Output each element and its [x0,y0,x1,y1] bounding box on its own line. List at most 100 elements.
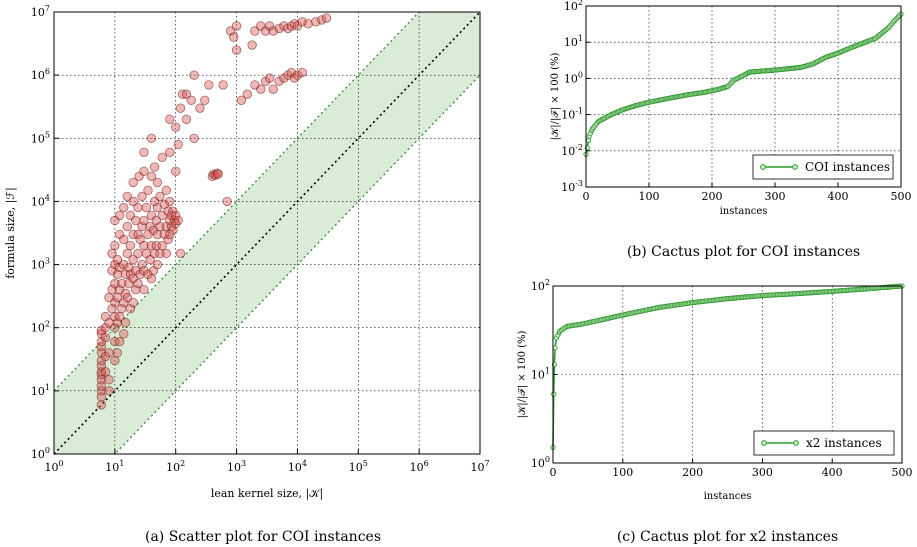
x-tick-label: 103 [227,459,246,474]
scatter-point [274,76,284,86]
scatter-point [134,171,144,182]
scatter-point [292,70,303,80]
scatter-point [231,45,242,55]
x-tick-label: 102 [166,459,185,474]
coi-legend-marker [760,164,766,170]
scatter-point [195,103,205,113]
x-tick-label: 105 [349,459,368,474]
scatter-point [96,386,107,396]
scatter-point [316,15,327,25]
scatter-point [104,386,114,396]
coi-y-tick-label: 100 [564,70,583,85]
coi-y-tick-label: 102 [564,0,583,13]
x-tick-label: 106 [410,459,429,474]
x2-x-tick-label: 100 [612,466,633,479]
scatter-point [124,262,134,273]
scatter-point [256,84,266,94]
scatter-point [181,89,192,99]
x-tick-label: 101 [105,459,124,474]
coi-legend-marker [792,164,798,170]
x2-y-tick-label: 101 [531,367,550,382]
coi-x-tick-label: 400 [828,190,849,203]
scatter-point [229,32,239,42]
scatter-point [110,337,120,347]
x2-x-tick-label: 0 [550,466,557,479]
coi-x-tick-label: 0 [583,190,590,203]
scatter-point [231,21,242,31]
scatter-point [286,67,297,78]
scatter-point [171,210,181,221]
scatter-point [119,234,129,245]
y-tick-label: 100 [31,446,50,461]
scatter-point [119,202,129,213]
scatter-point [128,229,138,240]
scatter-point [222,196,232,207]
x2-legend-marker [761,440,767,446]
scatter-point [119,259,129,270]
x-tick-label: 107 [470,459,489,474]
scatter-point [146,240,157,251]
x2-series-marker [551,391,557,397]
caption-a: (a) Scatter plot for COI instances [145,529,381,545]
reference-line [54,12,480,454]
scatter-point [173,139,183,150]
scatter-point [247,40,257,50]
x-axis-label: lean kernel size, |𝒦| [211,487,323,501]
scatter-point [96,342,107,352]
scatter-point [152,259,163,270]
coi-caption: (b) Cactus plot for COI instances [627,244,860,260]
scatter-point [311,17,321,27]
scatter-point [143,185,153,196]
x2-series-line [552,285,903,448]
scatter-point [100,332,111,343]
scatter-point [133,229,143,240]
scatter-point [171,218,181,229]
scatter-point [119,297,129,308]
reference-line [54,12,421,392]
coi-y-axis-label: |𝒦|/|ℱ| × 100 (%) [550,52,561,140]
scatter-point [171,122,181,132]
coi-x-tick-label: 200 [702,190,723,203]
scatter-point [130,215,141,226]
scatter-point [218,80,228,90]
coi-frame [585,5,902,188]
scatter-point [189,70,199,80]
scatter-point [297,17,307,27]
scatter-point [161,185,171,196]
scatter-point [100,351,111,362]
scatter-point [213,169,223,179]
y-axis-label: formula size, |ℱ| [4,187,18,279]
x2-y-tick-label: 100 [531,455,550,470]
scatter-point [117,278,127,289]
y-tick-label: 105 [31,130,50,145]
scatter-point [165,147,175,157]
scatter-point [161,248,171,259]
scatter-point [96,400,107,410]
x2-caption: (c) Cactus plot for x2 instances [617,529,838,545]
y-tick-label: 107 [31,4,50,19]
coi-y-tick-label: 10-2 [561,143,583,158]
scatter-point [264,21,275,31]
scatter-point [242,89,252,99]
scatter-point [128,297,138,308]
y-tick-label: 103 [31,257,50,272]
x2-y-axis-label: |𝒦|/|ℱ| × 100 (%) [517,330,528,418]
scatter-point [149,248,160,259]
x2-x-tick-label: 500 [892,466,913,479]
scatter-point [155,191,165,202]
scatter-point [189,133,199,143]
coi-y-tick-label: 10-1 [561,107,583,122]
scatter-point [181,114,192,124]
scatter-point [163,234,173,245]
scatter-point [186,95,196,105]
coi-y-tick-label: 10-3 [561,179,583,194]
scatter-point [110,215,120,226]
scatter-point [110,240,120,251]
scatter-point [125,240,136,251]
scatter-point [165,114,175,124]
scatter-point [152,177,163,188]
scatter-point [139,147,149,157]
scatter-point [168,225,178,235]
scatter-point [110,278,120,289]
